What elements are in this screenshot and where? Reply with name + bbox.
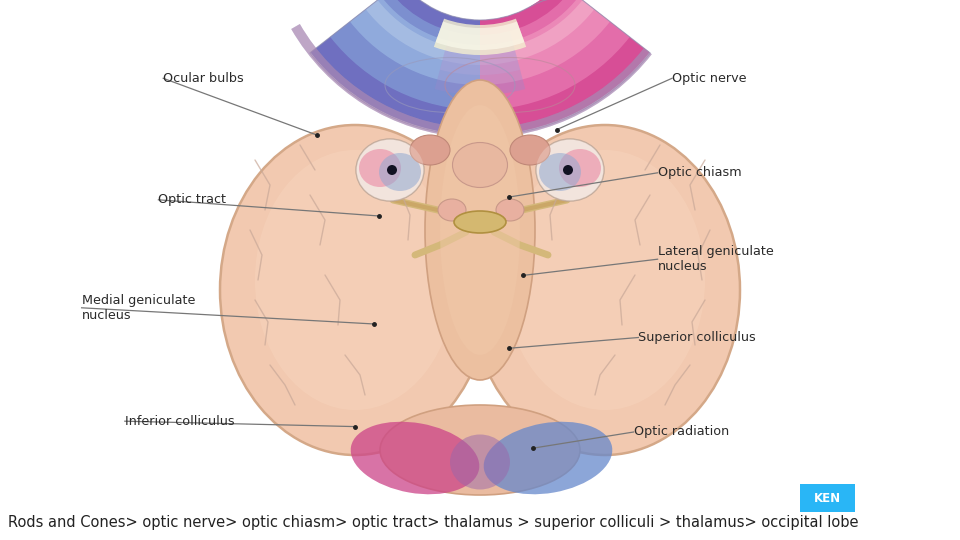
Wedge shape	[436, 22, 524, 50]
Text: Optic chiasm: Optic chiasm	[658, 166, 741, 179]
Ellipse shape	[359, 149, 401, 187]
Ellipse shape	[450, 435, 510, 489]
Wedge shape	[435, 31, 525, 95]
Wedge shape	[480, 0, 649, 135]
Wedge shape	[480, 0, 649, 135]
Ellipse shape	[438, 199, 466, 221]
Wedge shape	[480, 0, 594, 65]
Wedge shape	[311, 0, 480, 135]
Text: Optic radiation: Optic radiation	[634, 426, 729, 438]
Ellipse shape	[510, 135, 550, 165]
Ellipse shape	[425, 80, 535, 380]
Text: KEN: KEN	[813, 491, 841, 504]
Ellipse shape	[452, 143, 508, 187]
Text: Inferior colliculus: Inferior colliculus	[125, 415, 234, 428]
Text: Lateral geniculate
nucleus: Lateral geniculate nucleus	[658, 245, 774, 273]
Ellipse shape	[505, 150, 705, 410]
Wedge shape	[291, 24, 652, 138]
Circle shape	[387, 165, 397, 175]
Ellipse shape	[255, 150, 455, 410]
Ellipse shape	[220, 125, 490, 455]
FancyBboxPatch shape	[800, 484, 855, 512]
Wedge shape	[350, 0, 480, 85]
Ellipse shape	[536, 139, 604, 201]
Ellipse shape	[536, 139, 604, 201]
Wedge shape	[366, 0, 480, 65]
Ellipse shape	[470, 125, 740, 455]
Ellipse shape	[356, 139, 424, 201]
Text: Medial geniculate
nucleus: Medial geniculate nucleus	[82, 294, 195, 322]
Ellipse shape	[484, 422, 612, 494]
Ellipse shape	[350, 422, 479, 494]
Wedge shape	[480, 0, 610, 85]
Wedge shape	[291, 24, 652, 138]
Text: Optic tract: Optic tract	[158, 193, 227, 206]
Text: Rods and Cones> optic nerve> optic chiasm> optic tract> thalamus > superior coll: Rods and Cones> optic nerve> optic chias…	[8, 515, 858, 530]
Ellipse shape	[379, 153, 421, 191]
Wedge shape	[480, 0, 630, 110]
Circle shape	[563, 165, 573, 175]
Ellipse shape	[410, 135, 450, 165]
Text: Optic nerve: Optic nerve	[672, 72, 747, 85]
Ellipse shape	[539, 153, 581, 191]
Text: Ocular bulbs: Ocular bulbs	[163, 72, 244, 85]
Ellipse shape	[440, 105, 520, 355]
Wedge shape	[311, 0, 480, 135]
Ellipse shape	[559, 149, 601, 187]
Ellipse shape	[454, 211, 506, 233]
Wedge shape	[434, 19, 526, 55]
Text: Superior colliculus: Superior colliculus	[638, 331, 756, 344]
Wedge shape	[440, 40, 520, 75]
Ellipse shape	[496, 199, 524, 221]
Wedge shape	[330, 0, 480, 110]
Ellipse shape	[380, 405, 580, 495]
Ellipse shape	[356, 139, 424, 201]
